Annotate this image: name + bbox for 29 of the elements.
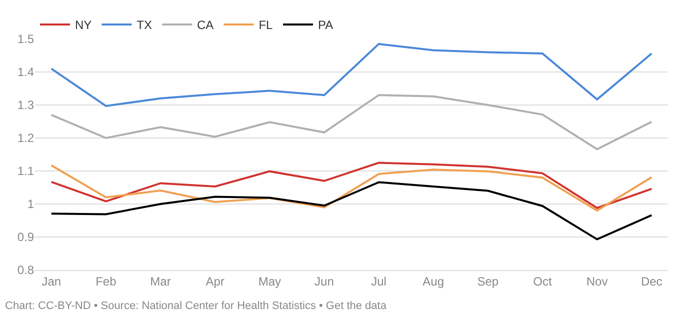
x-tick-label: Dec <box>640 274 662 288</box>
y-tick-label: 1 <box>27 197 34 212</box>
y-tick-label: 1.2 <box>17 131 34 146</box>
x-tick-label: Jan <box>42 274 62 288</box>
line-series <box>50 42 653 107</box>
x-tick-label: Mar <box>150 274 171 288</box>
x-tick-label: May <box>258 274 281 288</box>
x-tick-label: Sep <box>477 274 499 288</box>
legend-label: FL <box>258 18 274 32</box>
y-tick-label: 1.1 <box>17 164 34 178</box>
y-tick-label: 0.9 <box>17 230 34 244</box>
legend-label: PA <box>318 18 334 32</box>
y-tick-label: 1.5 <box>17 32 34 46</box>
line-series <box>50 94 653 150</box>
x-tick-label: Jul <box>371 274 386 288</box>
x-tick-label: Nov <box>586 274 608 288</box>
y-tick-label: 0.8 <box>17 263 34 278</box>
line-series <box>50 181 653 240</box>
x-tick-label: Aug <box>422 274 444 288</box>
x-tick-label: Jun <box>314 274 334 288</box>
x-tick-label: Feb <box>96 274 117 288</box>
legend-label: TX <box>136 18 152 32</box>
x-tick-label: Apr <box>206 274 224 288</box>
legend-label: NY <box>75 18 92 32</box>
x-tick-label: Oct <box>533 274 552 288</box>
y-tick-label: 1.3 <box>17 98 34 112</box>
text: Chart: CC-BY-ND • Source: National Center for Health Statistics • Get the data <box>5 300 388 312</box>
y-tick-label: 1.4 <box>17 65 34 80</box>
legend-label: CA <box>197 18 214 32</box>
